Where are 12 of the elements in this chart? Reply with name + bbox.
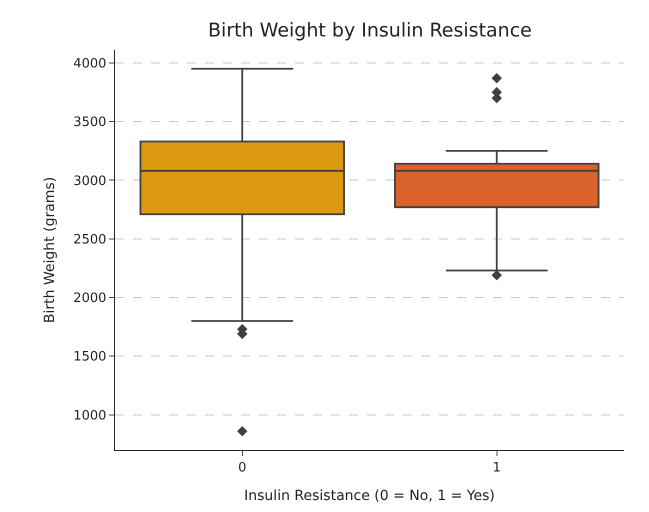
y-tick-label: 3000 [73,174,106,189]
y-tick-label: 1500 [73,350,106,365]
y-tick-label: 3500 [73,115,106,130]
y-tick-label: 1000 [73,408,106,424]
x-tick-label: 0 [238,460,246,476]
y-tick-label: 2000 [73,291,106,306]
y-tick-label: 4000 [73,56,106,72]
x-axis-title: Insulin Resistance (0 = No, 1 = Yes) [244,488,495,504]
chart-title: Birth Weight by Insulin Resistance [208,19,532,42]
x-tick-label: 1 [492,460,501,476]
y-axis-title: Birth Weight (grams) [42,176,58,324]
y-tick-label: 2500 [73,232,106,248]
